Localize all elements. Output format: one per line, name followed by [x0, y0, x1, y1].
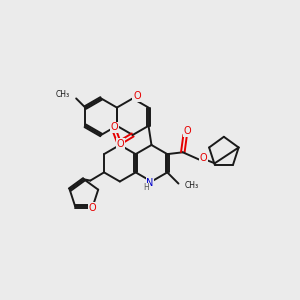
Text: H: H: [143, 184, 149, 193]
Text: O: O: [88, 202, 96, 213]
Text: CH₃: CH₃: [185, 182, 199, 190]
Text: O: O: [133, 91, 141, 101]
Text: CH₃: CH₃: [56, 90, 70, 99]
Text: O: O: [117, 139, 124, 149]
Text: O: O: [200, 153, 207, 164]
Text: O: O: [111, 122, 119, 132]
Text: N: N: [146, 178, 154, 188]
Text: O: O: [183, 126, 191, 136]
